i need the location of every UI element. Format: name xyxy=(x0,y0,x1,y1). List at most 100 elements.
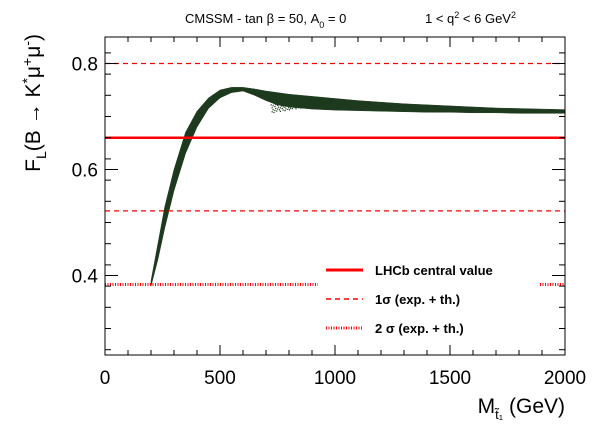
band-point xyxy=(272,109,274,111)
band-point xyxy=(302,106,304,108)
band-point xyxy=(275,104,277,106)
band-point xyxy=(293,99,295,101)
band-point xyxy=(323,100,325,102)
x-tick-label: 1000 xyxy=(314,368,356,389)
band-point xyxy=(316,100,318,103)
band-point xyxy=(289,104,292,106)
band-point xyxy=(270,104,272,106)
band-point xyxy=(298,104,300,106)
band-point xyxy=(289,107,292,109)
band-point xyxy=(319,101,321,103)
band-point xyxy=(304,106,306,108)
band-point xyxy=(325,99,327,101)
band-point xyxy=(300,107,302,109)
band-point xyxy=(280,105,282,107)
band-point xyxy=(298,102,300,104)
band-point xyxy=(328,99,330,101)
band-point xyxy=(284,110,286,112)
band-point xyxy=(310,104,312,106)
band-point xyxy=(322,100,324,102)
band-point xyxy=(296,98,298,101)
band-point xyxy=(289,109,291,111)
y-tick-label: 0.8 xyxy=(72,55,98,76)
band-point xyxy=(320,104,322,106)
band-point xyxy=(299,98,301,100)
band-point xyxy=(283,104,285,106)
legend-label-2sigma: 2 σ (exp. + th.) xyxy=(375,321,464,336)
band-point xyxy=(333,99,335,101)
band-point xyxy=(281,96,283,99)
band-point xyxy=(288,107,290,109)
band-point xyxy=(284,106,286,108)
band-point xyxy=(294,98,296,100)
band-point xyxy=(311,101,313,104)
band-point xyxy=(273,99,275,101)
band-point xyxy=(277,96,279,98)
band-point xyxy=(311,105,313,107)
band-point xyxy=(332,100,334,102)
band-point xyxy=(303,100,305,102)
band-point xyxy=(277,103,280,105)
x-axis-title: Mt̃₁ (GeV) xyxy=(478,395,565,422)
band-point xyxy=(293,102,295,104)
band-point xyxy=(306,102,308,104)
band-point xyxy=(301,102,304,104)
band-point xyxy=(312,101,314,103)
band-point xyxy=(282,109,284,111)
y-axis-title: FL(B → K*μ+μ-) xyxy=(19,34,49,172)
band-point xyxy=(323,101,326,103)
band-point xyxy=(280,98,282,100)
band-point xyxy=(319,100,321,102)
band-point xyxy=(312,102,314,104)
legend-label-1sigma: 1σ (exp. + th.) xyxy=(375,292,460,307)
band-point xyxy=(301,97,304,100)
band-point xyxy=(331,101,333,103)
band-point xyxy=(327,100,329,102)
band-point xyxy=(310,100,312,102)
band-point xyxy=(313,103,316,105)
band-point xyxy=(283,97,285,100)
band-point xyxy=(308,102,310,104)
band-point xyxy=(324,101,327,104)
band-point xyxy=(308,98,310,100)
band-point xyxy=(294,100,296,103)
band-point xyxy=(297,100,299,102)
band-point xyxy=(307,105,309,107)
band-point xyxy=(321,101,323,104)
band-point xyxy=(295,102,297,105)
band-point xyxy=(295,108,297,110)
band-point xyxy=(289,99,291,101)
band-point xyxy=(321,103,323,105)
band-point xyxy=(314,98,316,101)
band-point xyxy=(330,100,332,102)
band-point xyxy=(305,103,307,105)
band-point xyxy=(279,103,281,105)
band-point xyxy=(316,102,318,104)
band-point xyxy=(296,104,298,106)
band-point xyxy=(322,102,324,104)
band-point xyxy=(272,101,274,103)
band-point xyxy=(321,99,323,101)
x-tick-label: 0 xyxy=(100,368,111,389)
band-point xyxy=(286,100,288,102)
band-point xyxy=(313,104,316,106)
band-point xyxy=(271,111,273,113)
band-point xyxy=(281,107,283,110)
band-point xyxy=(286,97,288,99)
band-point xyxy=(271,98,273,100)
band-point xyxy=(279,107,281,109)
band-point xyxy=(279,110,281,112)
band-point xyxy=(302,99,304,101)
band-point xyxy=(292,106,294,108)
band-point xyxy=(329,101,331,103)
band-point xyxy=(285,108,287,110)
band-point xyxy=(288,104,290,106)
band-point xyxy=(304,99,306,101)
band-point xyxy=(318,103,320,106)
band-point xyxy=(297,105,299,108)
band-point xyxy=(312,100,315,102)
band-point xyxy=(277,99,280,101)
band-point xyxy=(301,100,304,102)
band-point xyxy=(275,100,277,102)
